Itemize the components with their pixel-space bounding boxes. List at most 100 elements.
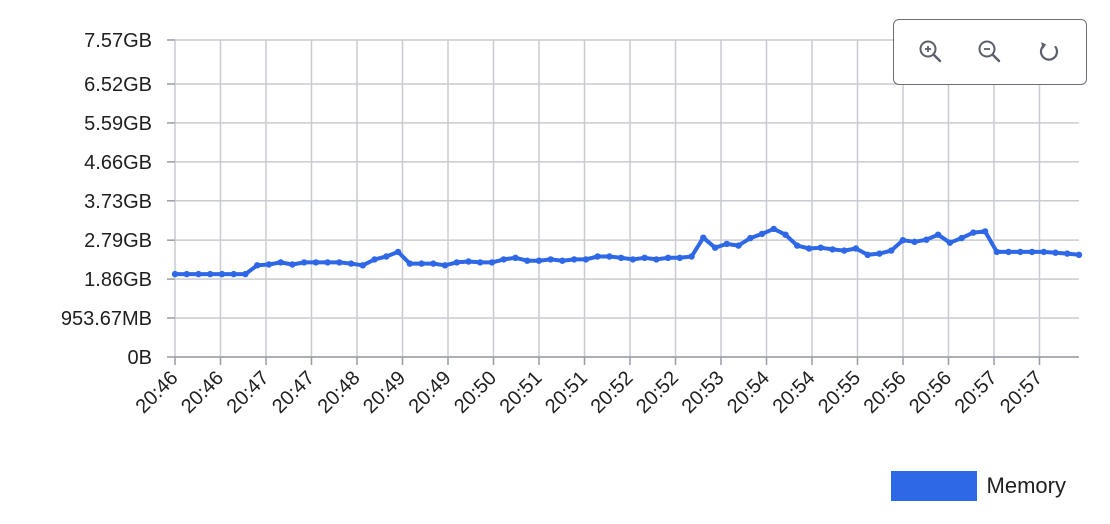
x-tick-label: 20:52	[587, 367, 638, 418]
memory-data-point	[841, 247, 848, 254]
memory-data-point	[1017, 248, 1024, 256]
x-tick-label: 20:51	[541, 367, 592, 418]
memory-data-point	[970, 229, 977, 236]
zoom-toolbar	[893, 19, 1087, 85]
memory-data-point	[406, 260, 413, 267]
y-tick-label: 6.52GB	[84, 74, 152, 96]
memory-data-point	[1064, 250, 1071, 257]
memory-data-point	[1005, 248, 1012, 256]
memory-data-point	[1075, 251, 1083, 258]
x-tick-label: 20:56	[860, 367, 911, 418]
y-tick-label: 5.59GB	[84, 113, 152, 135]
memory-data-point	[758, 230, 766, 238]
memory-data-point	[183, 270, 190, 278]
legend: Memory	[890, 471, 1066, 501]
memory-data-point	[324, 259, 331, 266]
memory-data-point	[934, 231, 942, 238]
memory-data-point	[676, 254, 683, 261]
x-tick-labels: 20:4620:4620:4720:4720:4820:4920:4920:50…	[132, 367, 1047, 418]
x-tick-label: 20:55	[814, 367, 865, 418]
memory-data-point	[606, 253, 613, 260]
memory-data-point	[864, 251, 871, 258]
legend-swatch[interactable]	[890, 471, 977, 501]
x-tick-label: 20:48	[314, 367, 365, 418]
x-tick-label: 20:49	[359, 367, 410, 418]
memory-data-point	[371, 256, 378, 263]
memory-data-point	[359, 262, 366, 269]
zoom-in-button[interactable]	[911, 32, 951, 72]
memory-data-point	[195, 270, 202, 278]
memory-data-point	[571, 256, 578, 263]
memory-data-point	[700, 234, 707, 241]
memory-data-point	[535, 257, 543, 264]
y-tick-label: 2.79GB	[84, 230, 152, 252]
memory-data-point	[958, 234, 965, 242]
memory-data-point	[289, 261, 296, 268]
memory-data-point	[207, 270, 214, 278]
x-tick-label: 20:54	[769, 367, 820, 418]
memory-data-point	[911, 238, 918, 245]
memory-data-point	[430, 260, 437, 267]
memory-data-point	[1028, 248, 1036, 256]
x-tick-label: 20:56	[905, 367, 956, 418]
x-tick-label: 20:50	[450, 367, 501, 418]
memory-data-point	[770, 225, 777, 233]
memory-data-point	[277, 259, 284, 266]
memory-data-point	[336, 259, 343, 266]
memory-data-point	[218, 270, 226, 278]
memory-data-point	[899, 237, 907, 244]
memory-data-point	[617, 254, 625, 261]
memory-data-point	[829, 246, 836, 253]
memory-data-point	[782, 231, 789, 238]
reset-icon	[1039, 42, 1058, 61]
memory-data-point	[688, 253, 695, 260]
x-tick-label: 20:46	[132, 367, 183, 418]
memory-data-point	[254, 262, 261, 269]
memory-data-point	[465, 258, 472, 265]
memory-data-point	[653, 256, 660, 263]
memory-data-point	[242, 270, 249, 278]
x-tick-label: 20:47	[268, 367, 319, 418]
zoom-out-icon	[978, 40, 1001, 63]
memory-data-point	[453, 259, 460, 266]
memory-data-point	[723, 240, 730, 248]
y-tick-label: 953.67MB	[61, 308, 152, 330]
memory-data-point	[747, 234, 754, 242]
zoom-in-icon	[919, 40, 942, 63]
memory-data-point	[265, 261, 273, 268]
memory-data-point	[500, 256, 507, 263]
legend-label-memory: Memory	[986, 473, 1066, 498]
y-tick-labels: 0B 953.67MB 1.86GB 2.79GB 3.73GB 4.66GB 5.59GB…	[61, 30, 152, 369]
memory-data-point	[383, 253, 390, 260]
memory-data-point	[1040, 248, 1048, 256]
memory-data-point	[300, 259, 308, 266]
zoom-out-button[interactable]	[970, 32, 1010, 72]
y-tick-label: 1.86GB	[84, 269, 152, 291]
memory-data-point	[629, 256, 637, 263]
memory-data-point	[993, 248, 1000, 256]
x-tick-label: 20:47	[223, 367, 274, 418]
memory-data-point	[946, 239, 954, 246]
x-tick-label: 20:57	[951, 367, 1002, 418]
memory-data-point	[547, 256, 554, 263]
memory-data-point	[441, 262, 449, 269]
x-tick-label: 20:57	[996, 367, 1047, 418]
memory-data-point	[312, 259, 320, 266]
memory-data-point	[876, 250, 883, 257]
memory-data-point	[171, 270, 179, 278]
memory-data-point	[559, 257, 566, 264]
y-tick-label: 4.66GB	[84, 152, 152, 174]
memory-data-point	[477, 259, 484, 266]
reset-zoom-button[interactable]	[1029, 32, 1069, 72]
memory-data-point	[981, 228, 989, 235]
memory-data-point	[418, 260, 425, 267]
memory-data-point	[488, 259, 496, 266]
memory-data-point	[582, 256, 590, 263]
y-tick-label: 7.57GB	[84, 30, 152, 52]
memory-data-point	[524, 257, 531, 264]
memory-data-point	[711, 244, 719, 251]
memory-data-point	[805, 245, 813, 252]
memory-series-line	[173, 226, 1081, 277]
x-tick-label: 20:54	[723, 367, 774, 418]
